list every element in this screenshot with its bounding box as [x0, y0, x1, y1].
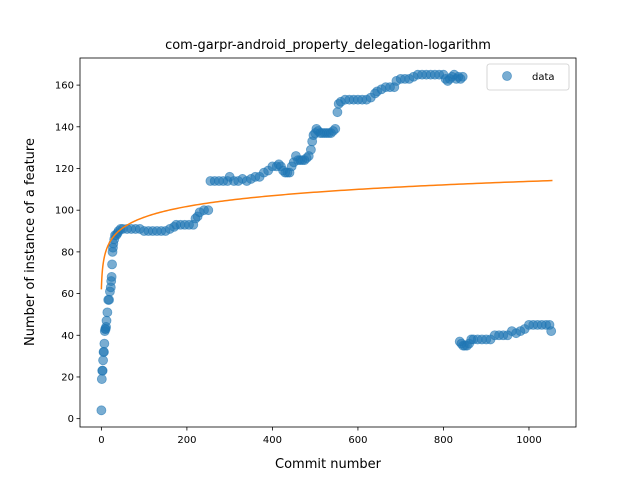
data-point — [101, 315, 112, 326]
data-point — [107, 259, 117, 270]
data-point — [99, 338, 110, 349]
y-axis-label: Number of instance of a feature — [23, 138, 38, 346]
x-tick-label: 1000 — [516, 435, 541, 446]
y-tick-label: 100 — [55, 206, 74, 217]
x-axis-label: Commit number — [275, 457, 382, 472]
data-point — [305, 144, 316, 155]
x-tick-label: 200 — [177, 435, 196, 446]
y-tick-label: 40 — [61, 331, 74, 342]
data-point — [98, 355, 108, 366]
data-point — [546, 326, 557, 337]
y-tick-label: 20 — [61, 372, 74, 383]
x-tick-label: 0 — [98, 435, 104, 446]
axes-frame — [79, 57, 577, 428]
data-point — [102, 307, 113, 318]
chart-title: com-garpr-android_property_delegation-lo… — [165, 38, 491, 53]
legend: data — [486, 63, 570, 91]
y-tick-label: 60 — [61, 289, 74, 300]
data-point — [97, 365, 108, 376]
legend-label: data — [532, 72, 555, 83]
y-tick-label: 0 — [68, 414, 74, 425]
legend-box — [486, 63, 570, 91]
y-tick-label: 160 — [55, 81, 74, 92]
data-point — [106, 271, 117, 282]
axes: 0 200 400 600 800 1000 0 20 40 60 80 100 120 140 160 — [55, 57, 577, 446]
data-point — [96, 405, 107, 416]
fit-line — [100, 179, 553, 290]
x-tick-label: 400 — [263, 435, 282, 446]
data-point — [457, 71, 468, 82]
data-point — [330, 123, 341, 134]
plot-area — [96, 69, 557, 416]
y-tick-label: 80 — [61, 247, 74, 258]
data-point — [332, 107, 343, 118]
data-point — [203, 205, 214, 216]
data-point — [96, 374, 107, 384]
y-tick-label: 140 — [55, 122, 74, 133]
x-tick-label: 600 — [348, 435, 367, 446]
y-tick-label: 120 — [55, 164, 74, 175]
x-tick-label: 800 — [434, 435, 453, 446]
data-point — [99, 347, 109, 357]
legend-marker — [502, 71, 512, 81]
data-point — [104, 294, 114, 305]
